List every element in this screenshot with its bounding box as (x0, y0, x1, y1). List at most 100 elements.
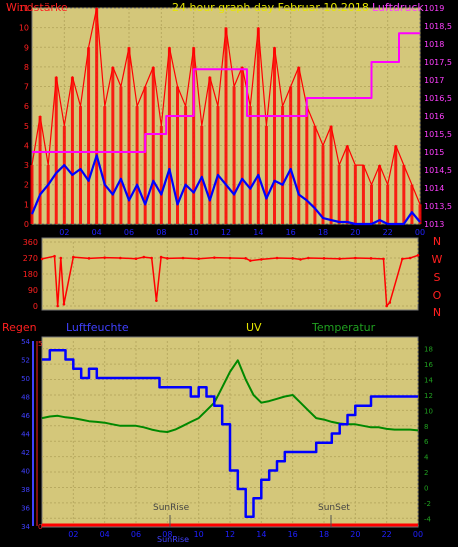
temperature-line (41, 359, 419, 433)
wind-direction-point (197, 257, 200, 261)
wind-direction-point (322, 257, 326, 260)
wind-direction-point (291, 257, 294, 260)
direction-tick-label: 0 (33, 302, 38, 311)
pressure-tick-label: 1014,5 (424, 166, 452, 175)
wind-direction-point (87, 257, 91, 260)
time-tick-label: 18 (318, 228, 328, 237)
climate-time-tick-label: 18 (319, 530, 329, 539)
wind-tick-label: 5 (24, 122, 29, 131)
uv-label: UV (246, 321, 262, 334)
climate-time-tick-label: 12 (225, 530, 235, 539)
climate-time-axis-ticks: 02 04 06 08 10 12 14 16 18 20 22 00 (68, 530, 423, 539)
chart-title: 24 hour graph day Februar 10.2018 (172, 1, 369, 14)
wind-direction-line (41, 254, 419, 307)
climate-time-tick-label: 08 (162, 530, 172, 539)
time-tick-label: 08 (156, 228, 166, 237)
time-tick-label: 10 (189, 228, 199, 237)
pressure-tick-label: 1018,5 (424, 22, 452, 31)
wind-direction-point (408, 256, 412, 260)
wind-direction-point (275, 256, 279, 260)
climate-series (41, 349, 419, 527)
time-tick-label: 16 (286, 228, 296, 237)
wind-direction-point (338, 257, 341, 261)
temperature-tick-label: -4 (424, 515, 432, 523)
time-tick-label: 04 (92, 228, 102, 237)
pressure-tick-label: 1016 (424, 112, 444, 121)
climate-time-tick-label: 04 (100, 530, 110, 539)
wind-tick-label: 6 (24, 102, 29, 111)
wind-tick-label: 3 (24, 161, 29, 170)
humidity-label: Luftfeuchte (66, 321, 129, 334)
wind-direction-point (62, 302, 66, 306)
temperature-tick-label: 4 (424, 454, 429, 462)
wind-gust-line (31, 7, 421, 205)
sunset-label: SunSet (318, 503, 350, 513)
climate-time-tick-label: 02 (68, 530, 78, 539)
wind-tick-label: 11 (19, 4, 29, 13)
climate-time-tick-label: 10 (194, 530, 204, 539)
wind-axis-ticks: 0 1 2 3 4 5 6 7 8 9 10 11 (19, 4, 29, 229)
time-tick-label: 20 (350, 228, 360, 237)
direction-tick-label: 90 (28, 286, 38, 295)
climate-grid (32, 341, 419, 526)
pressure-axis-ticks: 1013 1013,5 1014 1014,5 1015 1015,5 1016 1016,5… (424, 4, 452, 229)
humidity-axis-ticks: 34 36 38 40 42 44 46 48 50 52 54 (21, 338, 30, 531)
time-tick-label: 02 (59, 228, 69, 237)
humidity-tick-label: 52 (21, 357, 30, 365)
temperature-tick-label: 2 (424, 469, 428, 477)
compass-letter: W (432, 253, 443, 266)
humidity-tick-label: 48 (21, 394, 30, 402)
temperature-tick-label: 18 (424, 346, 433, 354)
temperature-label: Temperatur (311, 321, 376, 334)
sunrise-footer-label: SunRise (157, 535, 189, 543)
pressure-line (32, 32, 420, 153)
time-tick-label: 00 (415, 228, 425, 237)
time-axis-ticks: 02 04 06 08 10 12 14 16 18 20 22 00 (59, 228, 425, 237)
pressure-tick-label: 1018 (424, 40, 444, 49)
temperature-tick-label: 0 (424, 484, 428, 492)
wind-direction-point (53, 254, 56, 258)
pressure-tick-label: 1015,5 (424, 130, 452, 139)
wind-direction-point (260, 258, 263, 261)
wind-tick-label: 8 (24, 63, 29, 72)
pressure-tick-label: 1016,5 (424, 94, 452, 103)
rain-tick-label: 0 (38, 523, 42, 531)
wind-direction-point (388, 301, 392, 304)
temperature-tick-label: 14 (424, 377, 433, 385)
time-tick-label: 06 (124, 228, 134, 237)
wind-tick-label: 4 (24, 141, 29, 150)
humidity-tick-label: 34 (21, 523, 30, 531)
time-tick-label: 22 (383, 228, 393, 237)
time-tick-label: 14 (253, 228, 263, 237)
direction-axis-ticks: 0 90 180 270 360 (23, 238, 38, 311)
wind-direction-point (159, 255, 163, 259)
climate-time-tick-label: 00 (413, 530, 423, 539)
humidity-tick-label: 36 (21, 505, 30, 513)
humidity-line (42, 349, 418, 519)
humidity-tick-label: 40 (21, 468, 30, 476)
temperature-tick-label: 6 (424, 438, 429, 446)
temperature-tick-label: 12 (424, 392, 433, 400)
wind-tick-label: 7 (24, 83, 29, 92)
wind-direction-point (103, 256, 106, 259)
wind-direction-point (213, 256, 216, 259)
temperature-tick-label: 8 (424, 423, 428, 431)
wind-direction-point (382, 257, 385, 261)
pressure-tick-label: 1017,5 (424, 58, 452, 67)
wind-direction-point (385, 304, 388, 308)
pressure-tick-label: 1013 (424, 220, 444, 229)
climate-time-tick-label: 06 (131, 530, 141, 539)
pressure-tick-label: 1015 (424, 148, 444, 157)
temperature-tick-label: 16 (424, 361, 433, 369)
wind-direction-point (119, 256, 122, 260)
wind-tick-label: 10 (19, 24, 29, 33)
rain-axis-ticks: 05 (38, 340, 42, 531)
compass-letter: N (433, 306, 441, 319)
temperature-tick-label: 10 (424, 407, 433, 415)
compass-letter: O (433, 289, 442, 302)
humidity-tick-label: 44 (21, 431, 30, 439)
wind-direction-point (249, 259, 252, 262)
wind-tick-label: 9 (24, 43, 29, 52)
